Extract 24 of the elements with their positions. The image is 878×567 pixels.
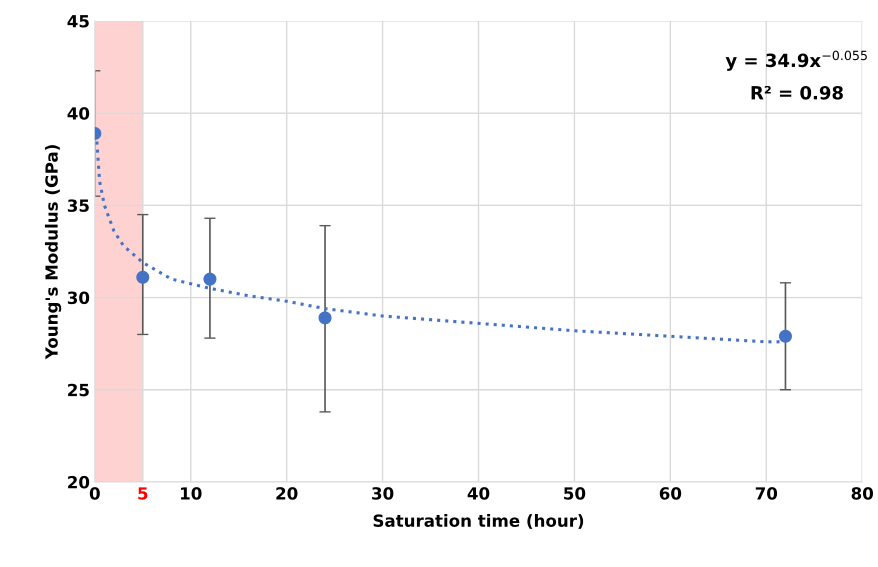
y-tick-label: 20 — [68, 476, 90, 489]
x-tick-label: 60 — [660, 487, 682, 500]
x-tick-label: 50 — [564, 487, 586, 500]
x-tick-label: 30 — [372, 487, 394, 500]
x-tick-label: 5 — [138, 487, 148, 500]
annotation: R² = 0.98 — [752, 86, 843, 100]
x-axis-title: Saturation time (hour) — [374, 514, 584, 529]
y-tick-label: 30 — [68, 292, 90, 304]
x-tick-label: 40 — [468, 487, 490, 500]
point — [203, 272, 216, 286]
x-tick-label: 10 — [181, 487, 202, 500]
x-tick-label: 80 — [852, 487, 873, 500]
point — [318, 311, 332, 324]
point — [778, 330, 792, 343]
x-tick-label: 70 — [756, 487, 778, 500]
annotation: y = 34.9x$^{−0.055}$ — [726, 50, 867, 71]
y-tick-label: 45 — [68, 15, 89, 28]
y-tick-label: 35 — [68, 199, 89, 212]
y-tick-label: 40 — [68, 107, 90, 120]
y-axis-title: Young's Modulus (GPa) — [44, 145, 62, 360]
point — [136, 270, 150, 284]
x-tick-label: 0 — [90, 487, 100, 500]
y-tick-label: 25 — [68, 384, 89, 396]
x-tick-label: 20 — [276, 487, 298, 500]
